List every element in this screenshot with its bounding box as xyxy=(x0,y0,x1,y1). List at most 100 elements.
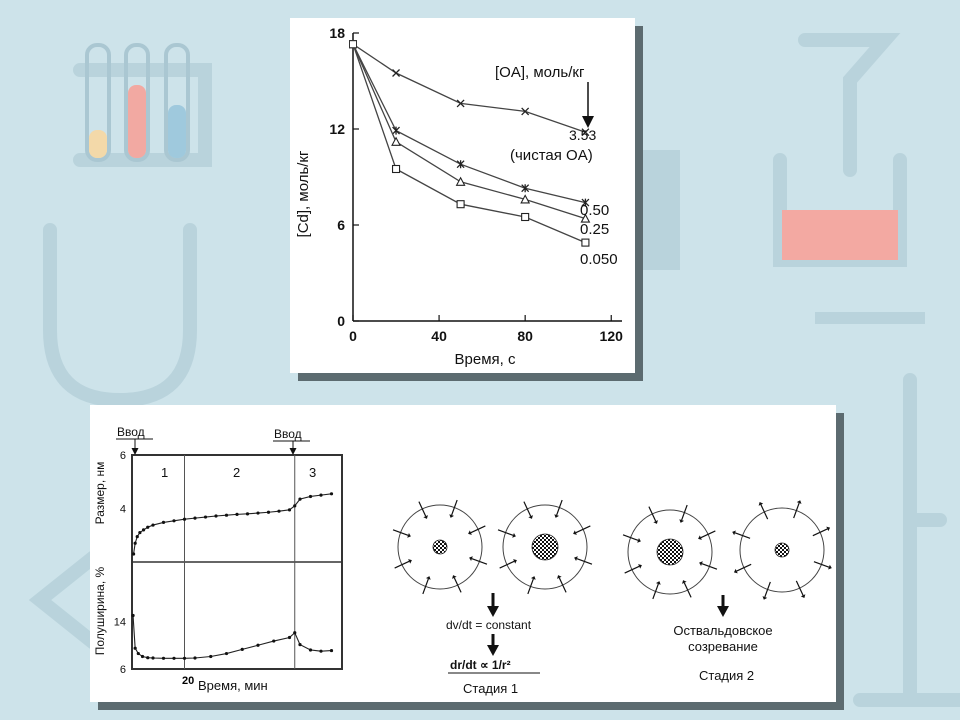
flux-arrow-head xyxy=(828,564,832,570)
subplot-1-point xyxy=(182,656,187,660)
flux-arrow-head xyxy=(452,575,457,579)
flux-arrow-shaft xyxy=(812,528,828,537)
subplot-0-point xyxy=(256,511,260,515)
chart1-x-axis-label: Время, с xyxy=(455,351,516,368)
chart1-y-tick-label: 0 xyxy=(337,313,345,329)
flux-arrow-shaft xyxy=(622,534,639,541)
subplot-0-point xyxy=(141,528,146,532)
flux-arrow-shaft xyxy=(558,577,567,593)
chart1-axes xyxy=(352,32,622,322)
flux-arrow-head xyxy=(512,532,516,538)
flux-arrow-shaft xyxy=(575,525,591,534)
subplot-0-point xyxy=(161,520,166,525)
equation-drdt: dr/dt ∝ 1/r² xyxy=(450,658,511,672)
subplot-1-line xyxy=(132,615,332,659)
data-point-triangle xyxy=(455,176,466,186)
flux-arrow-head xyxy=(762,596,768,600)
data-point-star xyxy=(392,126,400,135)
flux-arrow-head xyxy=(513,559,517,564)
sphere-outline-0 xyxy=(397,504,483,590)
flux-arrow-head xyxy=(528,515,533,519)
chart1-y-tick-label: 18 xyxy=(329,25,345,41)
subplot-1-point xyxy=(151,656,155,660)
flux-arrow-head xyxy=(638,564,642,569)
subplot-1-point xyxy=(140,654,145,659)
injection-label-1: Ввод xyxy=(117,425,145,439)
ostwald-ripening-line1: Оствальдовское xyxy=(673,623,772,638)
subplot-1-point xyxy=(329,648,334,653)
flux-arrow-shaft xyxy=(523,501,532,517)
subplot-1-point xyxy=(161,656,166,660)
chart1-tick-labels: 0 40 80 120 0 6 12 18 xyxy=(329,25,623,344)
data-point-x xyxy=(392,69,400,77)
data-point-triangle xyxy=(391,136,401,146)
flux-arrow-head xyxy=(655,581,661,585)
chart2-y-tick-label: 4 xyxy=(120,504,126,516)
series-line-0 xyxy=(352,43,586,133)
cd-concentration-panel: 0 40 80 120 0 6 12 18 Время, с [Cd], моль/кг [O… xyxy=(290,18,635,373)
subplot-1-point xyxy=(224,651,229,656)
flux-arrow-head xyxy=(408,559,412,564)
data-point-square xyxy=(521,212,530,222)
subplot-0-point xyxy=(319,493,323,497)
sphere-outline-2 xyxy=(627,509,713,595)
flux-arrow-shaft xyxy=(470,525,486,534)
flux-arrow-shaft xyxy=(734,532,751,539)
chart2-frame xyxy=(131,454,343,670)
subplot-1-point xyxy=(172,656,176,660)
flux-arrow-head xyxy=(699,561,703,567)
flux-arrow-shaft xyxy=(471,558,488,565)
flux-arrow-shaft xyxy=(681,504,688,521)
subplot-1-point xyxy=(209,654,213,659)
chart2-x-axis-label: Время, мин xyxy=(198,678,268,693)
subplot-0-point xyxy=(266,510,271,514)
flux-arrow-shaft xyxy=(453,577,462,593)
data-point-star xyxy=(521,184,530,193)
chart1-series-group xyxy=(349,40,591,247)
flux-arrow-head xyxy=(679,519,685,523)
injection-arrow-2-head xyxy=(289,448,297,455)
series-label-pure-oa: (чистая OA) xyxy=(510,147,593,164)
subplot-1-point xyxy=(308,648,313,652)
subplot-0-point xyxy=(293,504,297,508)
subplot-1-point xyxy=(319,649,323,653)
stage1-arrow-1-head xyxy=(487,606,499,617)
equation-dvdt: dv/dt = constant xyxy=(446,618,532,632)
stage-number-2: 2 xyxy=(233,465,240,480)
flux-arrow-head xyxy=(557,575,562,579)
subplot-1-point xyxy=(193,656,197,660)
chart2-series-group xyxy=(131,492,334,660)
subplot-0-point xyxy=(287,508,292,512)
sphere-outline-3 xyxy=(739,507,825,593)
chart1-y-tick-label: 6 xyxy=(337,217,345,233)
nucleus-0 xyxy=(432,539,448,555)
flux-arrow-shaft xyxy=(813,561,830,568)
flux-arrow-head xyxy=(407,532,411,538)
chart1-y-tick-label: 12 xyxy=(329,121,345,137)
injection-label-2: Ввод xyxy=(274,427,302,441)
flux-arrow-shaft xyxy=(760,504,769,520)
size-distribution-chart: 6 4 14 6 Ввод Ввод 1 2 3 Размер, нм Полушир… xyxy=(93,425,832,696)
flux-arrow-head xyxy=(653,520,658,524)
flux-arrow-shaft xyxy=(652,583,659,600)
flux-arrow-shaft xyxy=(576,558,593,565)
nucleation-spheres-diagram xyxy=(392,499,832,600)
fwhm-axis-label: Полуширина, % xyxy=(93,566,107,655)
flux-arrow-shaft xyxy=(701,563,718,570)
flux-arrow-shaft xyxy=(527,578,534,595)
nucleus-1 xyxy=(531,533,559,561)
sphere-outline-1 xyxy=(502,504,588,590)
flux-arrow-head xyxy=(800,594,806,599)
data-point-triangle xyxy=(520,194,531,204)
flux-arrow-shaft xyxy=(556,499,563,516)
stage2-label: Стадия 2 xyxy=(699,668,754,683)
data-point-star xyxy=(581,198,590,207)
subplot-0-point xyxy=(133,541,137,545)
subplot-1-point xyxy=(146,656,150,660)
flux-arrow-head xyxy=(796,500,802,504)
subplot-0-point xyxy=(131,552,136,556)
data-point-x xyxy=(521,107,530,116)
flux-arrow-shaft xyxy=(418,501,427,517)
subplot-1-point xyxy=(136,651,140,656)
nucleus-3 xyxy=(774,542,790,558)
